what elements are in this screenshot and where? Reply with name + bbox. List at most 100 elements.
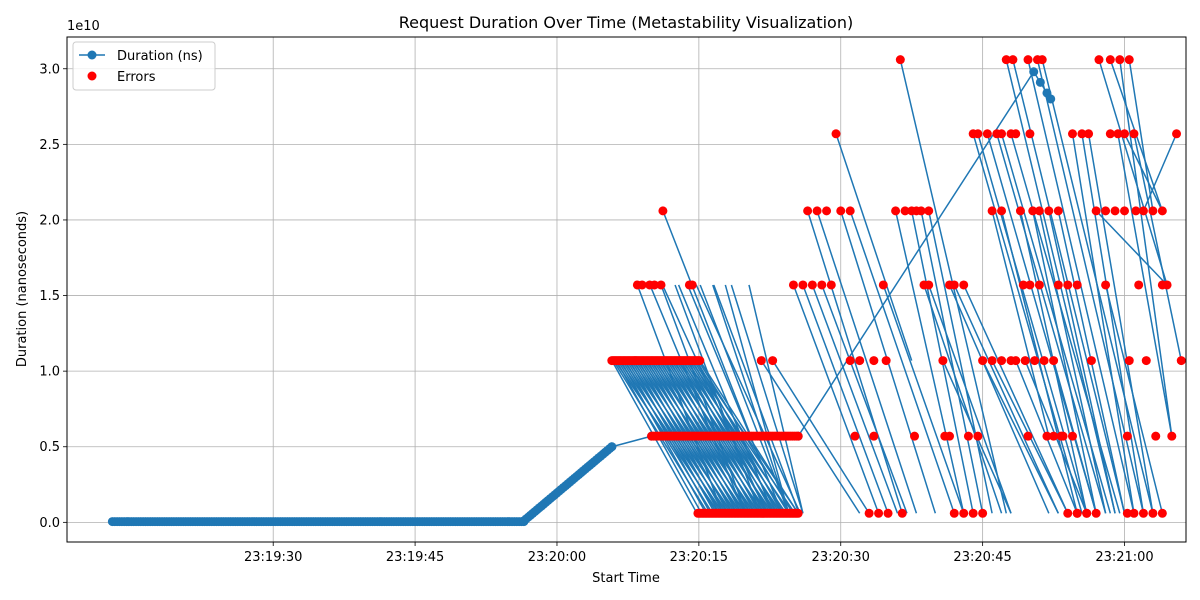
error-point [1094, 55, 1104, 65]
error-point [1030, 356, 1040, 366]
duration-connection [927, 210, 993, 514]
error-point [1122, 431, 1132, 441]
collapse-segment [699, 284, 790, 514]
error-point [826, 280, 836, 290]
error-point [649, 280, 659, 290]
error-point [817, 280, 827, 290]
error-point [1091, 206, 1101, 216]
duration-connection [1104, 284, 1164, 514]
error-point [997, 129, 1007, 139]
error-point [812, 206, 822, 216]
error-point [959, 280, 969, 290]
collapse-segment [636, 284, 724, 514]
duration-connection [1048, 210, 1116, 514]
y-tick-label: 1.5 [39, 289, 60, 304]
legend-duration-marker [87, 50, 97, 60]
error-point [1148, 508, 1158, 518]
duration-connection [1000, 210, 1078, 514]
error-point [963, 431, 973, 441]
duration-connection [928, 284, 1012, 514]
error-point [1084, 129, 1094, 139]
y-tick-label: 2.5 [39, 138, 60, 153]
y-axis-offset-label: 1e10 [67, 19, 100, 34]
collapse-segment [649, 284, 746, 514]
error-markers [607, 55, 1186, 518]
duration-connection [977, 133, 1088, 514]
error-point [973, 129, 983, 139]
error-point [855, 356, 865, 366]
duration-connection [1032, 210, 1097, 514]
error-point [1037, 55, 1047, 65]
error-point [869, 431, 879, 441]
error-point [1042, 431, 1052, 441]
error-point [987, 356, 997, 366]
error-point [1034, 280, 1044, 290]
duration-connection [920, 210, 984, 514]
duration-connection [1117, 133, 1173, 437]
error-point [1091, 508, 1101, 518]
x-axis-ticks: 23:19:30 23:19:45 23:20:00 23:20:15 23:20:30… [244, 542, 1154, 565]
error-point [1105, 129, 1115, 139]
error-point [1034, 206, 1044, 216]
x-tick-label: 23:20:00 [528, 550, 586, 565]
error-point [924, 206, 934, 216]
duration-connection [948, 284, 1050, 514]
error-point [1162, 280, 1172, 290]
y-tick-label: 3.0 [39, 62, 60, 77]
duration-connection [835, 133, 913, 361]
error-point [1067, 129, 1077, 139]
error-point [1148, 206, 1158, 216]
duration-connection [1133, 133, 1183, 361]
error-point [1086, 356, 1096, 366]
error-point [900, 206, 910, 216]
error-point [878, 280, 888, 290]
duration-connection [849, 210, 955, 514]
x-tick-label: 23:19:45 [386, 550, 444, 565]
error-point [978, 508, 988, 518]
error-point [869, 356, 879, 366]
error-point [1011, 129, 1021, 139]
error-point [1110, 206, 1120, 216]
chart-title: Request Duration Over Time (Metastabilit… [399, 13, 853, 32]
error-point [1124, 356, 1134, 366]
error-point [1120, 206, 1130, 216]
error-point [1025, 129, 1035, 139]
duration-point [1029, 67, 1039, 77]
error-point [788, 280, 798, 290]
error-point [1115, 55, 1125, 65]
error-point [895, 55, 905, 65]
error-point [1113, 129, 1123, 139]
error-point [1105, 55, 1115, 65]
error-point [1134, 280, 1144, 290]
error-point [1008, 55, 1018, 65]
error-point [1053, 206, 1063, 216]
error-point [1077, 129, 1087, 139]
legend-errors-label: Errors [117, 70, 156, 85]
duration-connection [802, 284, 889, 514]
x-tick-label: 23:19:30 [244, 550, 302, 565]
error-point [997, 206, 1007, 216]
error-point [1101, 280, 1111, 290]
error-point [1025, 280, 1035, 290]
duration-connection [792, 284, 880, 514]
duration-connection [972, 133, 1083, 514]
error-point [891, 206, 901, 216]
error-point [1044, 206, 1054, 216]
error-point [1082, 508, 1092, 518]
collapse-segment [660, 284, 747, 514]
duration-connection [923, 284, 1003, 514]
duration-connection [1087, 133, 1154, 514]
legend-errors-marker [87, 71, 97, 81]
x-tick-label: 23:20:15 [670, 550, 728, 565]
axes-frame [66, 36, 1187, 543]
duration-connection [991, 210, 1050, 437]
collapse-segment [748, 284, 804, 514]
error-point [836, 206, 846, 216]
error-point [938, 356, 948, 366]
duration-connection [981, 360, 1059, 514]
error-point [973, 431, 983, 441]
error-point [916, 206, 926, 216]
duration-connection [760, 360, 861, 514]
